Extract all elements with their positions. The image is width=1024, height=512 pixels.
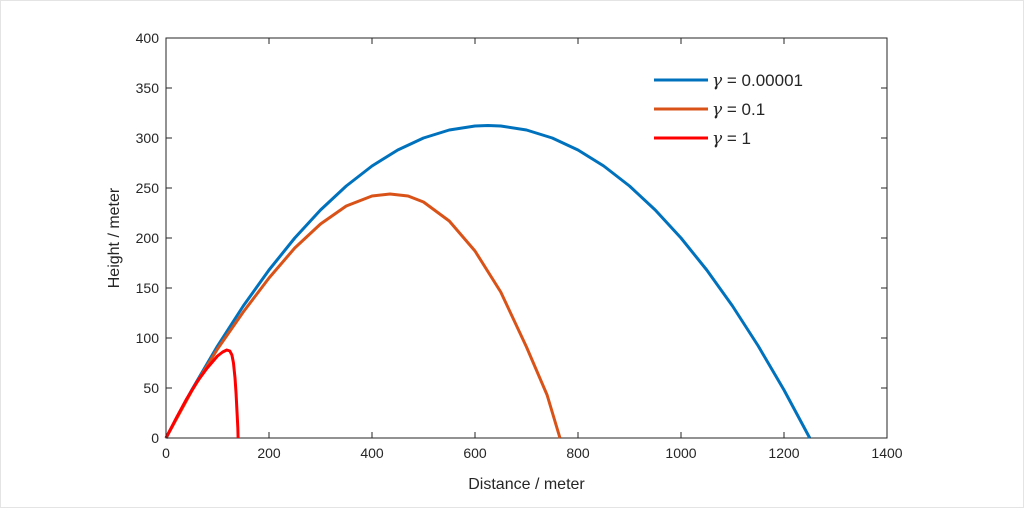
legend-label-2: γ = 0.1 (712, 100, 765, 120)
y-tick-label: 250 (136, 180, 160, 196)
x-tick-label: 1000 (665, 445, 696, 461)
x-tick-label: 800 (566, 445, 590, 461)
y-tick-label: 300 (136, 130, 160, 146)
y-tick-label: 50 (143, 380, 159, 396)
plot-area (165, 37, 888, 439)
series-line-2 (164, 192, 562, 439)
series-line-1 (164, 124, 812, 439)
series-layer (164, 124, 812, 439)
y-axis-label: Height / meter (106, 187, 123, 288)
x-tick-label: 400 (360, 445, 384, 461)
y-tick-label: 100 (136, 330, 160, 346)
x-axis-label: Distance / meter (468, 476, 585, 493)
y-tick-label: 200 (136, 230, 160, 246)
legend-label-3: γ = 1 (712, 129, 751, 149)
y-tick-label: 350 (136, 80, 160, 96)
legend[interactable]: γ = 0.00001 γ = 0.1 γ = 1 (654, 71, 803, 149)
x-tick-label: 1200 (768, 445, 799, 461)
x-tick-label: 600 (463, 445, 487, 461)
series-line-3 (164, 348, 240, 439)
y-tick-label: 400 (136, 30, 160, 46)
x-tick-label: 200 (257, 445, 281, 461)
x-tick-label: 1400 (871, 445, 902, 461)
y-tick-label: 150 (136, 280, 160, 296)
axes-ticks: 0 200 400 600 800 1000 1200 1400 0 50 100 150 200 250… (136, 30, 903, 461)
legend-label-1: γ = 0.00001 (712, 71, 803, 91)
x-tick-label: 0 (162, 445, 170, 461)
y-tick-label: 0 (151, 430, 159, 446)
